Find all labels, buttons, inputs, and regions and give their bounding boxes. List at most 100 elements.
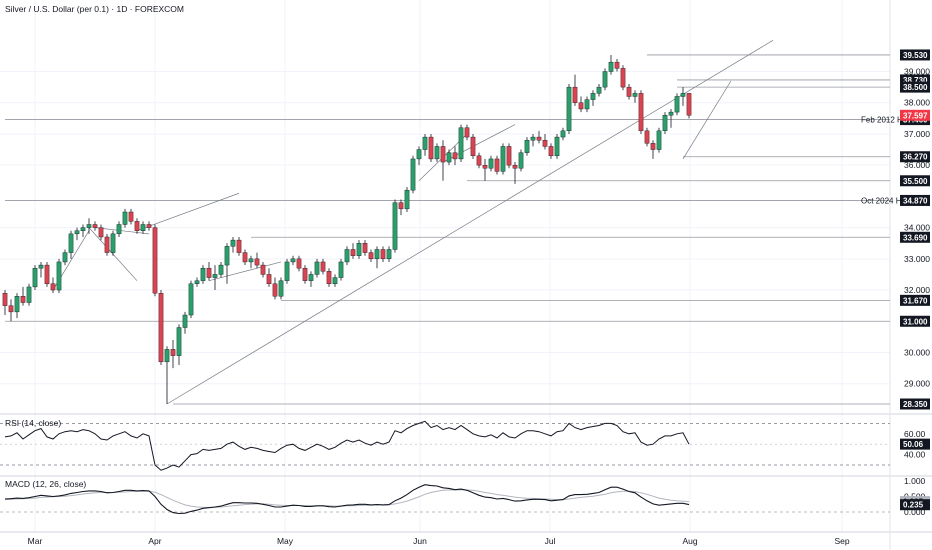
candle (200, 265, 206, 284)
candle (380, 246, 386, 262)
time-tick-label: Jul (545, 536, 556, 546)
candle-body (116, 224, 122, 235)
level-label: 39.530 (900, 49, 930, 61)
price-tick-label: 36.000 (904, 160, 930, 170)
candle (242, 249, 248, 266)
candle-body (482, 164, 488, 169)
candle (572, 74, 578, 106)
candle (404, 187, 410, 212)
candle (224, 243, 230, 284)
candle (554, 133, 560, 159)
candle (50, 277, 56, 294)
candle-body (20, 296, 26, 303)
candle (188, 280, 194, 319)
candle (686, 93, 692, 119)
candle (56, 258, 62, 294)
candle (236, 236, 242, 256)
candle (104, 233, 110, 256)
last-price-text: 37.597 (903, 111, 928, 120)
candle-body (404, 189, 410, 210)
price-tick-label: 37.000 (904, 129, 930, 139)
candle-body (458, 127, 464, 160)
candle (158, 290, 164, 365)
candle (602, 68, 608, 91)
candle (500, 143, 506, 175)
candle-body (578, 102, 584, 110)
candle (662, 112, 668, 134)
level-label-text: 35.500 (903, 177, 928, 186)
candle-body (308, 274, 314, 281)
candle (140, 221, 146, 234)
candle (452, 146, 458, 166)
candle-body (374, 249, 380, 260)
time-tick-label: Jun (413, 536, 427, 546)
level-label-text: 38.500 (903, 83, 928, 92)
candle-body (98, 227, 104, 238)
candle (74, 227, 80, 241)
candle (176, 324, 182, 365)
price-tick-label: 34.000 (904, 223, 930, 233)
candle-body (242, 252, 248, 263)
candle (320, 258, 326, 275)
candle (440, 140, 446, 181)
candle-body (278, 280, 284, 297)
candle-body (476, 155, 482, 166)
candle (638, 90, 644, 134)
level-label-bg (900, 294, 930, 306)
candle (446, 149, 452, 166)
candle-body (596, 86, 602, 94)
candle (518, 149, 524, 172)
level-label-bg (900, 194, 930, 206)
candle-body (566, 86, 572, 132)
last-price-tag: 37.597 (900, 109, 930, 121)
time-tick-label: Mar (28, 536, 43, 546)
candle (68, 230, 74, 259)
candle-body (140, 224, 146, 231)
candle-body (620, 68, 626, 88)
level-label: 34.870 (900, 194, 930, 206)
candle-body (236, 239, 242, 253)
candle-body (608, 61, 614, 72)
candle-body (212, 274, 218, 278)
candle (578, 96, 584, 113)
candle (32, 265, 38, 291)
candle (386, 246, 392, 262)
candle (548, 143, 554, 159)
candle-body (674, 96, 680, 113)
candle (482, 158, 488, 181)
rsi-value-tag: 50.06 (900, 438, 930, 450)
candle (656, 127, 662, 153)
candle-body (644, 130, 650, 144)
level-label: 36.270 (900, 151, 930, 163)
candle-body (290, 258, 296, 263)
candle (410, 155, 416, 194)
candle (308, 271, 314, 287)
candle-body (92, 224, 98, 228)
candle-body (248, 258, 254, 263)
candle-body (266, 274, 272, 285)
candle-body (536, 136, 542, 141)
level-label: 38.500 (900, 81, 930, 93)
candle (326, 268, 332, 287)
candle-body (122, 211, 128, 225)
candle (644, 127, 650, 147)
candle-body (8, 305, 14, 313)
candle-body (356, 243, 362, 256)
rsi-value-text: 50.06 (903, 440, 924, 449)
candle-body (662, 115, 668, 132)
candle-body (56, 261, 62, 291)
macd-tick-label: 1.000 (904, 476, 926, 486)
price-tick-label: 32.000 (904, 285, 930, 295)
candle-body (518, 152, 524, 169)
candle (608, 54, 614, 75)
price-axis: 39.53038.73038.50037.46036.27035.50034.8… (900, 49, 930, 410)
chart-title: Silver / U.S. Dollar (per 0.1) · 1D · FO… (5, 4, 184, 14)
candle (218, 261, 224, 278)
candle-body (164, 349, 170, 363)
time-tick-label: Apr (148, 536, 161, 546)
candle-body (230, 239, 236, 247)
level-label: 28.350 (900, 398, 930, 410)
